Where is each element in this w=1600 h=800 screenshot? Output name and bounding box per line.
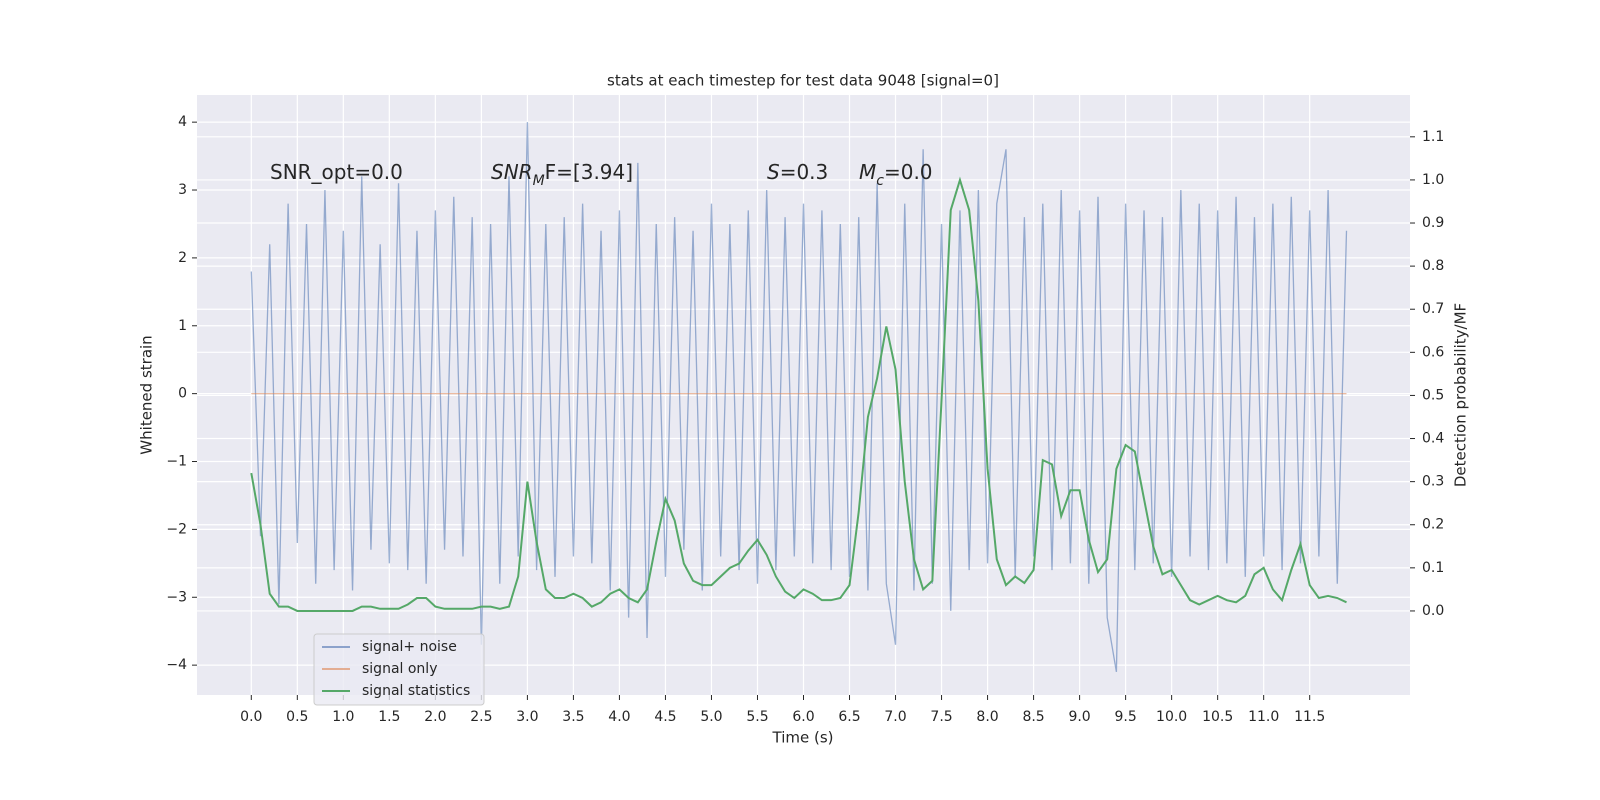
y2-tick-label: 1.0 (1422, 172, 1444, 188)
x-tick-label: 0.0 (240, 709, 262, 725)
annotation-rest: =0.0 (884, 160, 933, 184)
x-tick-label: 11.0 (1248, 709, 1279, 725)
legend-label: signal statistics (362, 683, 470, 699)
x-tick-label: 6.0 (792, 709, 814, 725)
annotation-base: SNR (491, 160, 533, 184)
x-tick-label: 2.5 (470, 709, 492, 725)
y-tick-label: −4 (166, 657, 187, 673)
x-tick-label: 10.5 (1202, 709, 1233, 725)
y-axis-label: Whitened strain (138, 335, 156, 454)
y-tick-label: 3 (178, 182, 187, 198)
x-tick-label: 4.5 (654, 709, 676, 725)
chart-title: stats at each timestep for test data 904… (607, 72, 999, 90)
y-tick-label: −3 (166, 589, 187, 605)
annotation: Mc=0.0 (859, 160, 933, 190)
y2-tick-label: 0.3 (1422, 474, 1444, 490)
x-axis-label: Time (s) (772, 729, 834, 747)
y2-axis-label: Detection probability/MF (1452, 303, 1470, 487)
y-tick-label: 1 (178, 318, 187, 334)
annotation-sub: M (533, 173, 545, 189)
x-tick-label: 3.5 (562, 709, 584, 725)
y2-tick-label: 0.0 (1422, 603, 1444, 619)
x-tick-label: 0.5 (286, 709, 308, 725)
x-tick-label: 10.0 (1156, 709, 1187, 725)
x-tick-label: 1.5 (378, 709, 400, 725)
annotation-rest: =0.3 (780, 160, 829, 184)
y2-tick-label: 0.4 (1422, 431, 1444, 447)
x-tick-label: 8.5 (1022, 709, 1044, 725)
x-tick-label: 3.0 (516, 709, 538, 725)
y2-tick-label: 0.7 (1422, 301, 1444, 317)
annotation-base: S (767, 160, 780, 184)
x-tick-label: 5.0 (700, 709, 722, 725)
annotation: SNR_opt=0.0 (270, 160, 403, 184)
legend-box (313, 633, 485, 706)
y-tick-label: 4 (178, 114, 187, 130)
annotation: S=0.3 (767, 160, 828, 184)
x-tick-label: 8.0 (976, 709, 998, 725)
x-tick-label: 7.0 (884, 709, 906, 725)
y-tick-label: −1 (166, 454, 187, 470)
x-tick-label: 9.0 (1068, 709, 1090, 725)
x-tick-label: 6.5 (838, 709, 860, 725)
annotation-base: M (859, 160, 876, 184)
y-tick-label: −2 (166, 521, 187, 537)
y2-tick-label: 0.8 (1422, 258, 1444, 274)
y2-tick-label: 0.9 (1422, 215, 1444, 231)
x-tick-label: 2.0 (424, 709, 446, 725)
y-tick-label: 2 (178, 250, 187, 266)
legend-label: signal+ noise (362, 639, 457, 655)
annotation-text: SNR_opt=0.0 (270, 160, 403, 184)
series-line (250, 176, 1347, 612)
y2-tick-label: 0.5 (1422, 387, 1444, 403)
annotation-rest: F=[3.94] (545, 160, 633, 184)
x-tick-label: 11.5 (1294, 709, 1325, 725)
y2-tick-label: 0.6 (1422, 344, 1444, 360)
legend-label: signal only (362, 661, 437, 677)
x-tick-label: 9.5 (1114, 709, 1136, 725)
x-tick-label: 4.0 (608, 709, 630, 725)
series-line (250, 122, 1348, 673)
y2-tick-label: 0.1 (1422, 560, 1444, 576)
x-tick-label: 7.5 (930, 709, 952, 725)
annotation-sub: c (876, 173, 884, 189)
y-tick-label: 0 (178, 386, 187, 402)
x-tick-label: 1.0 (332, 709, 354, 725)
y2-tick-label: 0.2 (1422, 517, 1444, 533)
annotation: SNRMF=[3.94] (491, 160, 633, 190)
x-tick-label: 5.5 (746, 709, 768, 725)
y2-tick-label: 1.1 (1422, 129, 1444, 145)
